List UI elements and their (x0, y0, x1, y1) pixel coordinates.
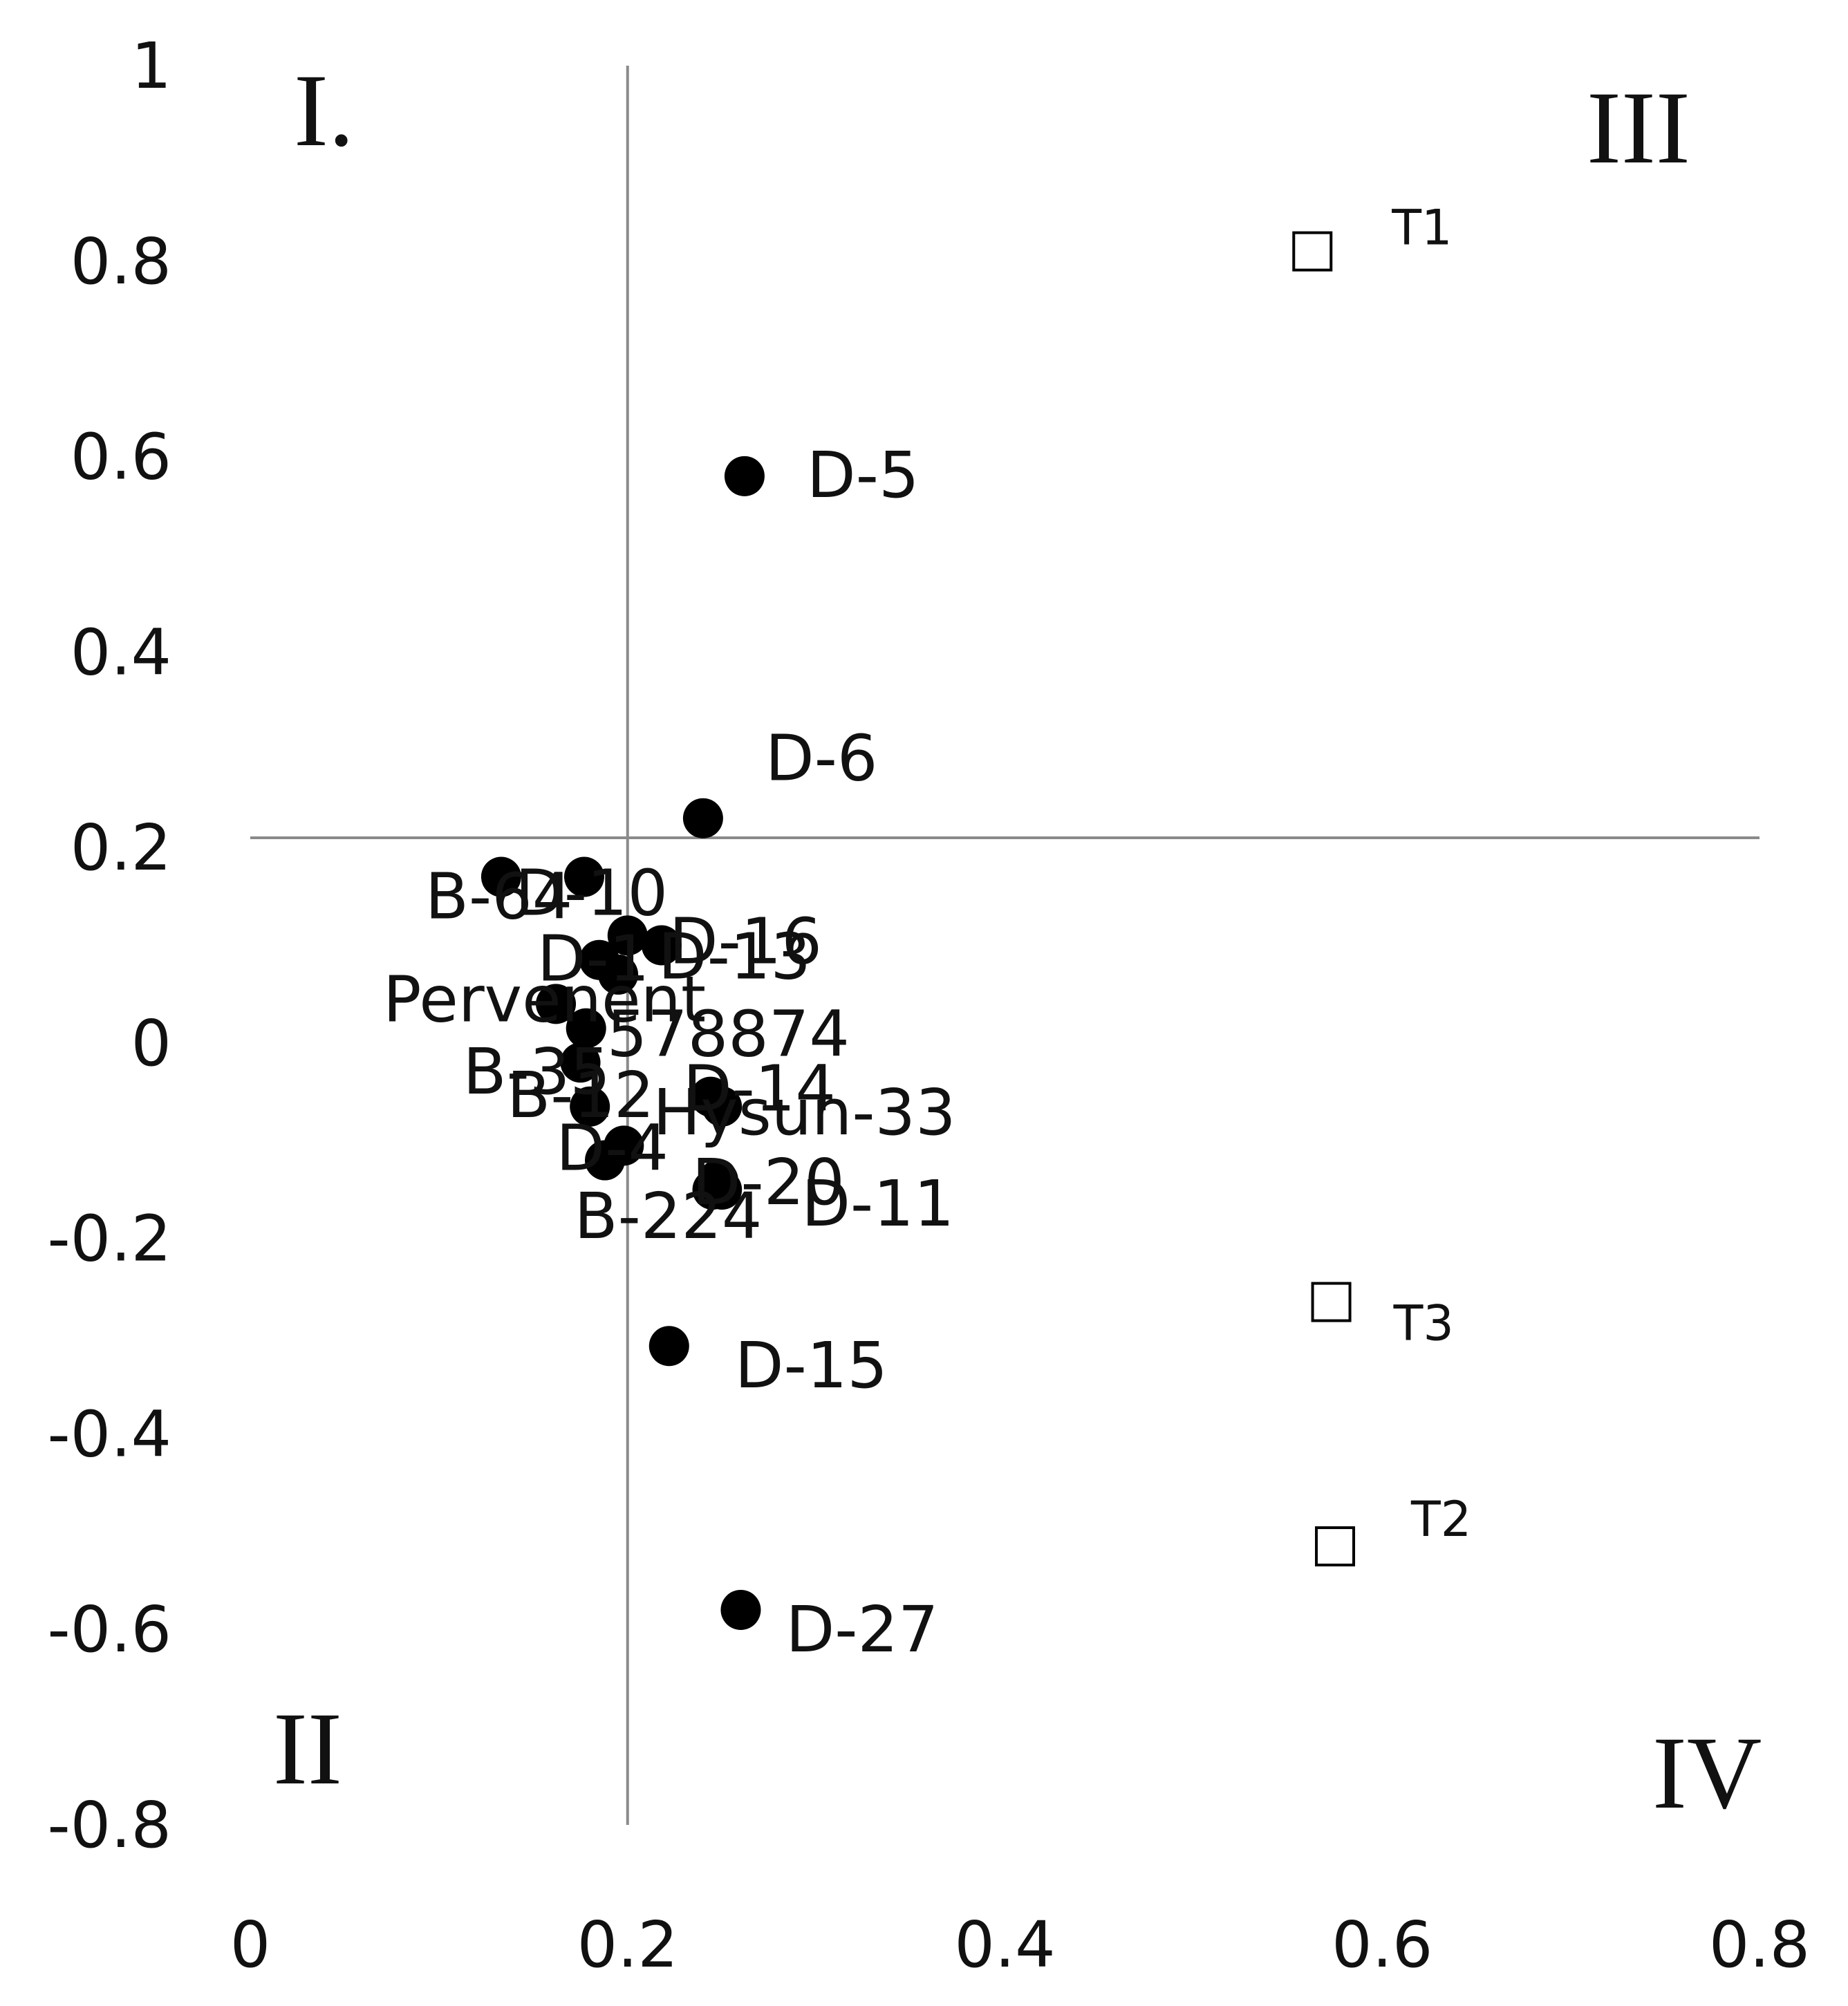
axes-layer (250, 66, 1760, 1825)
data-points (480, 231, 1356, 1630)
point-label: T3 (1393, 1295, 1454, 1352)
x-tick-label: 0.4 (954, 1908, 1055, 1982)
data-point-circle (648, 1326, 689, 1367)
data-point-circle (563, 856, 604, 897)
point-label: D-15 (735, 1329, 888, 1403)
data-point-circle (724, 456, 765, 496)
point-label: Hysun-33 (653, 1076, 955, 1150)
data-point-circle (607, 915, 648, 956)
point-label: D-5 (807, 438, 920, 512)
x-tick-label: 0.8 (1709, 1908, 1810, 1982)
point-label: Pervenent (383, 962, 706, 1036)
y-tick-label: 0.4 (71, 615, 171, 689)
data-point-circle (480, 856, 521, 897)
point-label: D-27 (785, 1593, 938, 1667)
point-label: B-35 (463, 1035, 610, 1109)
data-point-circle (585, 1140, 626, 1181)
point-label: D-6 (765, 722, 878, 796)
quadrant-label: IV (1652, 1716, 1762, 1830)
y-tick-label: 1 (131, 29, 171, 103)
data-point-circle (682, 798, 723, 838)
point-label: D-4 (556, 1111, 669, 1185)
data-point-circle (702, 1169, 743, 1210)
data-point-square (1315, 1526, 1356, 1567)
data-point-circle (566, 1008, 606, 1049)
y-tick-label: -0.4 (47, 1397, 171, 1471)
point-label: D-16 (669, 904, 822, 978)
y-tick-label: 0.2 (71, 811, 171, 885)
point-label: D-10 (515, 856, 668, 930)
x-tick-label: 0.6 (1332, 1908, 1432, 1982)
y-tick-label: -0.2 (47, 1202, 171, 1276)
data-point-square (1292, 231, 1333, 272)
x-tick-label: 0 (230, 1908, 271, 1982)
data-point-circle (536, 984, 577, 1024)
data-point-circle (560, 1042, 601, 1083)
data-point-square (1311, 1282, 1352, 1322)
point-label: D-14 (683, 1052, 836, 1126)
data-point-circle (702, 1086, 743, 1127)
y-tick-label: 0 (131, 1006, 171, 1080)
quadrant-label: III (1587, 71, 1690, 185)
data-point-circle (598, 954, 639, 995)
point-label: B-12 (507, 1058, 654, 1132)
tick-labels: 0 0.2 0.4 0.6 0.8 1 0.8 0.6 0.4 0.2 0 -0.2 -0.4 -0.6 -… (47, 29, 1810, 1982)
y-tick-label: 0.6 (71, 420, 171, 494)
point-label: T1 (1391, 200, 1452, 256)
point-labels: D-5 D-6 B-64D-10D-16D-13D-1Pervenent578874… (383, 200, 1471, 1667)
y-tick-label: -0.8 (47, 1788, 171, 1862)
quadrant-label: II (273, 1691, 342, 1806)
y-tick-label: -0.6 (47, 1593, 171, 1667)
data-point-circle (641, 925, 682, 966)
quadrant-label: I. (294, 53, 354, 168)
x-tick-label: 0.2 (577, 1908, 678, 1982)
data-point-circle (570, 1086, 610, 1127)
point-label: D-11 (801, 1167, 954, 1241)
point-label: B-224 (575, 1179, 763, 1253)
point-label: T2 (1410, 1491, 1471, 1548)
y-tick-label: 0.8 (71, 225, 171, 299)
point-label: D-13 (658, 920, 811, 994)
point-label: D-1 (537, 922, 650, 996)
point-label: 578874 (607, 997, 850, 1071)
point-label: D-20 (692, 1145, 845, 1219)
data-point-circle (720, 1589, 761, 1630)
point-label: B-64 (425, 860, 572, 934)
